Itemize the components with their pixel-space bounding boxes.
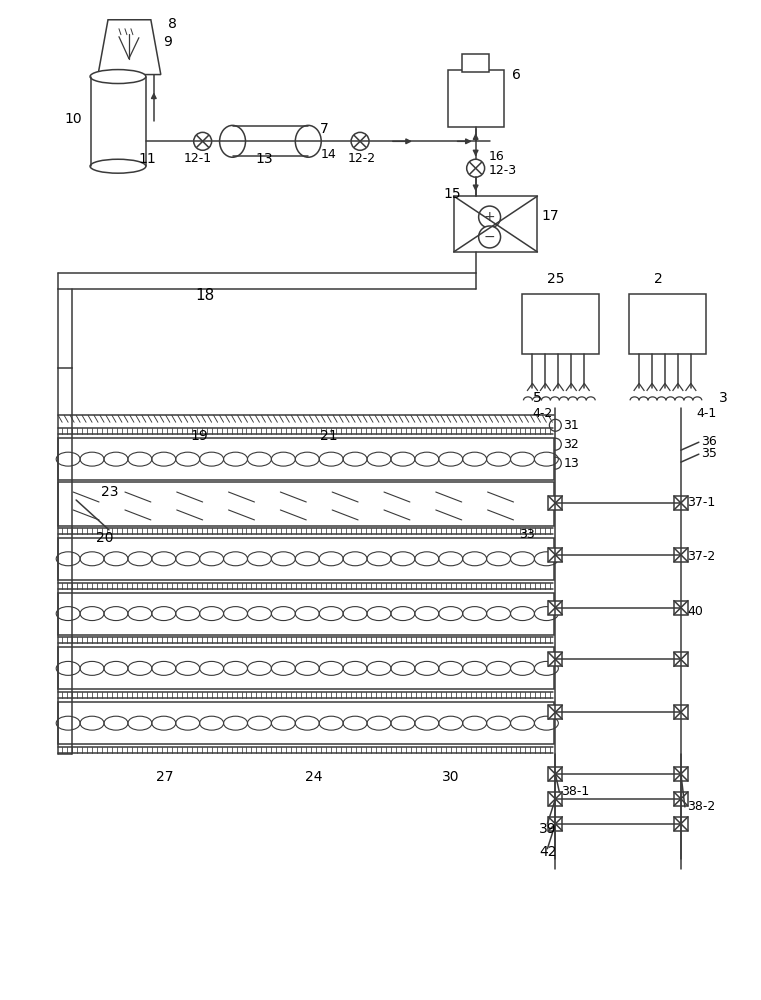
- Bar: [58, 593, 554, 635]
- Text: 13: 13: [563, 457, 579, 470]
- Bar: [549, 705, 562, 719]
- Text: 39: 39: [540, 822, 557, 836]
- Bar: [674, 767, 688, 781]
- Text: 37-2: 37-2: [687, 550, 715, 563]
- Bar: [674, 601, 688, 615]
- Text: 37-1: 37-1: [687, 496, 715, 509]
- Bar: [523, 294, 599, 354]
- Bar: [549, 817, 562, 831]
- Text: 16: 16: [489, 150, 505, 163]
- Text: 20: 20: [96, 531, 113, 545]
- Bar: [674, 548, 688, 562]
- Text: 32: 32: [563, 438, 579, 451]
- Text: 13: 13: [256, 152, 273, 166]
- Bar: [629, 294, 705, 354]
- Ellipse shape: [90, 159, 146, 173]
- Text: 14: 14: [320, 148, 336, 161]
- Text: 35: 35: [701, 447, 717, 460]
- Bar: [447, 70, 504, 127]
- Text: 27: 27: [156, 770, 174, 784]
- Text: 6: 6: [511, 68, 521, 82]
- Circle shape: [549, 457, 562, 469]
- Bar: [674, 652, 688, 666]
- Text: 15: 15: [444, 187, 461, 201]
- Bar: [454, 196, 537, 252]
- Bar: [58, 647, 554, 689]
- Text: 8: 8: [167, 17, 177, 31]
- Text: 21: 21: [320, 429, 338, 443]
- Text: 38-2: 38-2: [687, 800, 715, 813]
- Circle shape: [549, 419, 562, 431]
- Text: 10: 10: [64, 112, 81, 126]
- Text: 24: 24: [305, 770, 323, 784]
- Bar: [58, 438, 554, 480]
- Bar: [462, 54, 489, 72]
- Ellipse shape: [90, 70, 146, 84]
- Text: 12-1: 12-1: [183, 152, 212, 165]
- Circle shape: [479, 226, 501, 248]
- Bar: [549, 767, 562, 781]
- Text: 33: 33: [520, 528, 535, 541]
- Text: 12-3: 12-3: [489, 164, 517, 177]
- Text: 31: 31: [563, 419, 579, 432]
- Bar: [674, 792, 688, 806]
- Bar: [674, 705, 688, 719]
- Text: 4-1: 4-1: [697, 407, 717, 420]
- Text: 19: 19: [191, 429, 209, 443]
- Circle shape: [466, 159, 485, 177]
- Bar: [549, 496, 562, 510]
- Text: 36: 36: [701, 435, 717, 448]
- Text: 3: 3: [718, 391, 728, 405]
- Circle shape: [194, 132, 212, 150]
- Text: +: +: [484, 210, 495, 224]
- Bar: [674, 496, 688, 510]
- Text: 18: 18: [196, 288, 215, 303]
- Bar: [549, 652, 562, 666]
- Text: 12-2: 12-2: [348, 152, 376, 165]
- Bar: [549, 601, 562, 615]
- Polygon shape: [98, 20, 161, 75]
- Bar: [549, 548, 562, 562]
- Text: 42: 42: [540, 845, 557, 859]
- Text: 23: 23: [101, 485, 119, 499]
- Circle shape: [351, 132, 369, 150]
- Circle shape: [549, 438, 562, 450]
- Text: 17: 17: [541, 209, 559, 223]
- Text: 2: 2: [654, 272, 663, 286]
- Text: 30: 30: [442, 770, 460, 784]
- Ellipse shape: [295, 125, 321, 157]
- Text: 5: 5: [533, 391, 541, 405]
- Text: 38-1: 38-1: [562, 785, 590, 798]
- Text: 4-2: 4-2: [533, 407, 552, 420]
- Ellipse shape: [220, 125, 246, 157]
- Text: 7: 7: [320, 122, 329, 136]
- Text: 11: 11: [139, 152, 157, 166]
- Text: 25: 25: [547, 272, 565, 286]
- Bar: [58, 702, 554, 744]
- Bar: [549, 792, 562, 806]
- Text: 9: 9: [163, 35, 172, 49]
- Circle shape: [479, 206, 501, 228]
- Bar: [674, 817, 688, 831]
- Bar: [58, 482, 554, 526]
- Text: −: −: [484, 230, 495, 244]
- Text: 40: 40: [687, 605, 702, 618]
- Bar: [58, 538, 554, 580]
